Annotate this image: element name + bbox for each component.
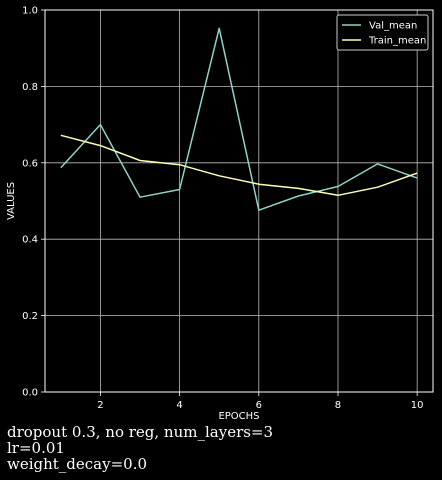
x-tick-label: 2 xyxy=(97,400,103,411)
y-tick-label: 1.0 xyxy=(22,6,38,17)
series-line-val-mean xyxy=(60,27,418,211)
x-axis-label: EPOCHS xyxy=(218,411,259,422)
y-tick-label: 0.8 xyxy=(22,82,38,93)
line-chart: 2 4 6 8 10 0.0 0.2 0.4 0.6 0.8 1.0 EPOCHS VALUES V… xyxy=(6,6,434,422)
axis-ticks: 2 4 6 8 10 0.0 0.2 0.4 0.6 0.8 1.0 xyxy=(22,6,423,412)
legend-label-val-mean: Val_mean xyxy=(369,21,417,32)
series-line-train-mean xyxy=(60,134,418,197)
plot-frame xyxy=(44,9,434,393)
x-tick-label: 4 xyxy=(176,400,182,411)
series-lines xyxy=(60,27,418,211)
y-tick-label: 0.2 xyxy=(22,311,38,322)
legend-label-train-mean: Train_mean xyxy=(368,36,426,47)
caption-line-2: lr=0.01 xyxy=(7,439,65,457)
legend-box xyxy=(336,14,429,51)
caption-line-1: dropout 0.3, no reg, num_layers=3 xyxy=(7,423,274,441)
grid xyxy=(45,9,433,393)
legend: Val_mean Train_mean xyxy=(336,14,429,51)
x-tick-label: 6 xyxy=(256,400,262,411)
x-tick-label: 10 xyxy=(411,400,424,411)
y-tick-label: 0.4 xyxy=(22,235,38,246)
y-axis-label: VALUES xyxy=(6,182,17,220)
x-tick-label: 8 xyxy=(335,400,341,411)
chart-caption: dropout 0.3, no reg, num_layers=3 lr=0.0… xyxy=(7,424,273,472)
y-tick-label: 0.0 xyxy=(22,388,38,399)
caption-line-3: weight_decay=0.0 xyxy=(7,455,148,473)
y-tick-label: 0.6 xyxy=(22,158,38,169)
